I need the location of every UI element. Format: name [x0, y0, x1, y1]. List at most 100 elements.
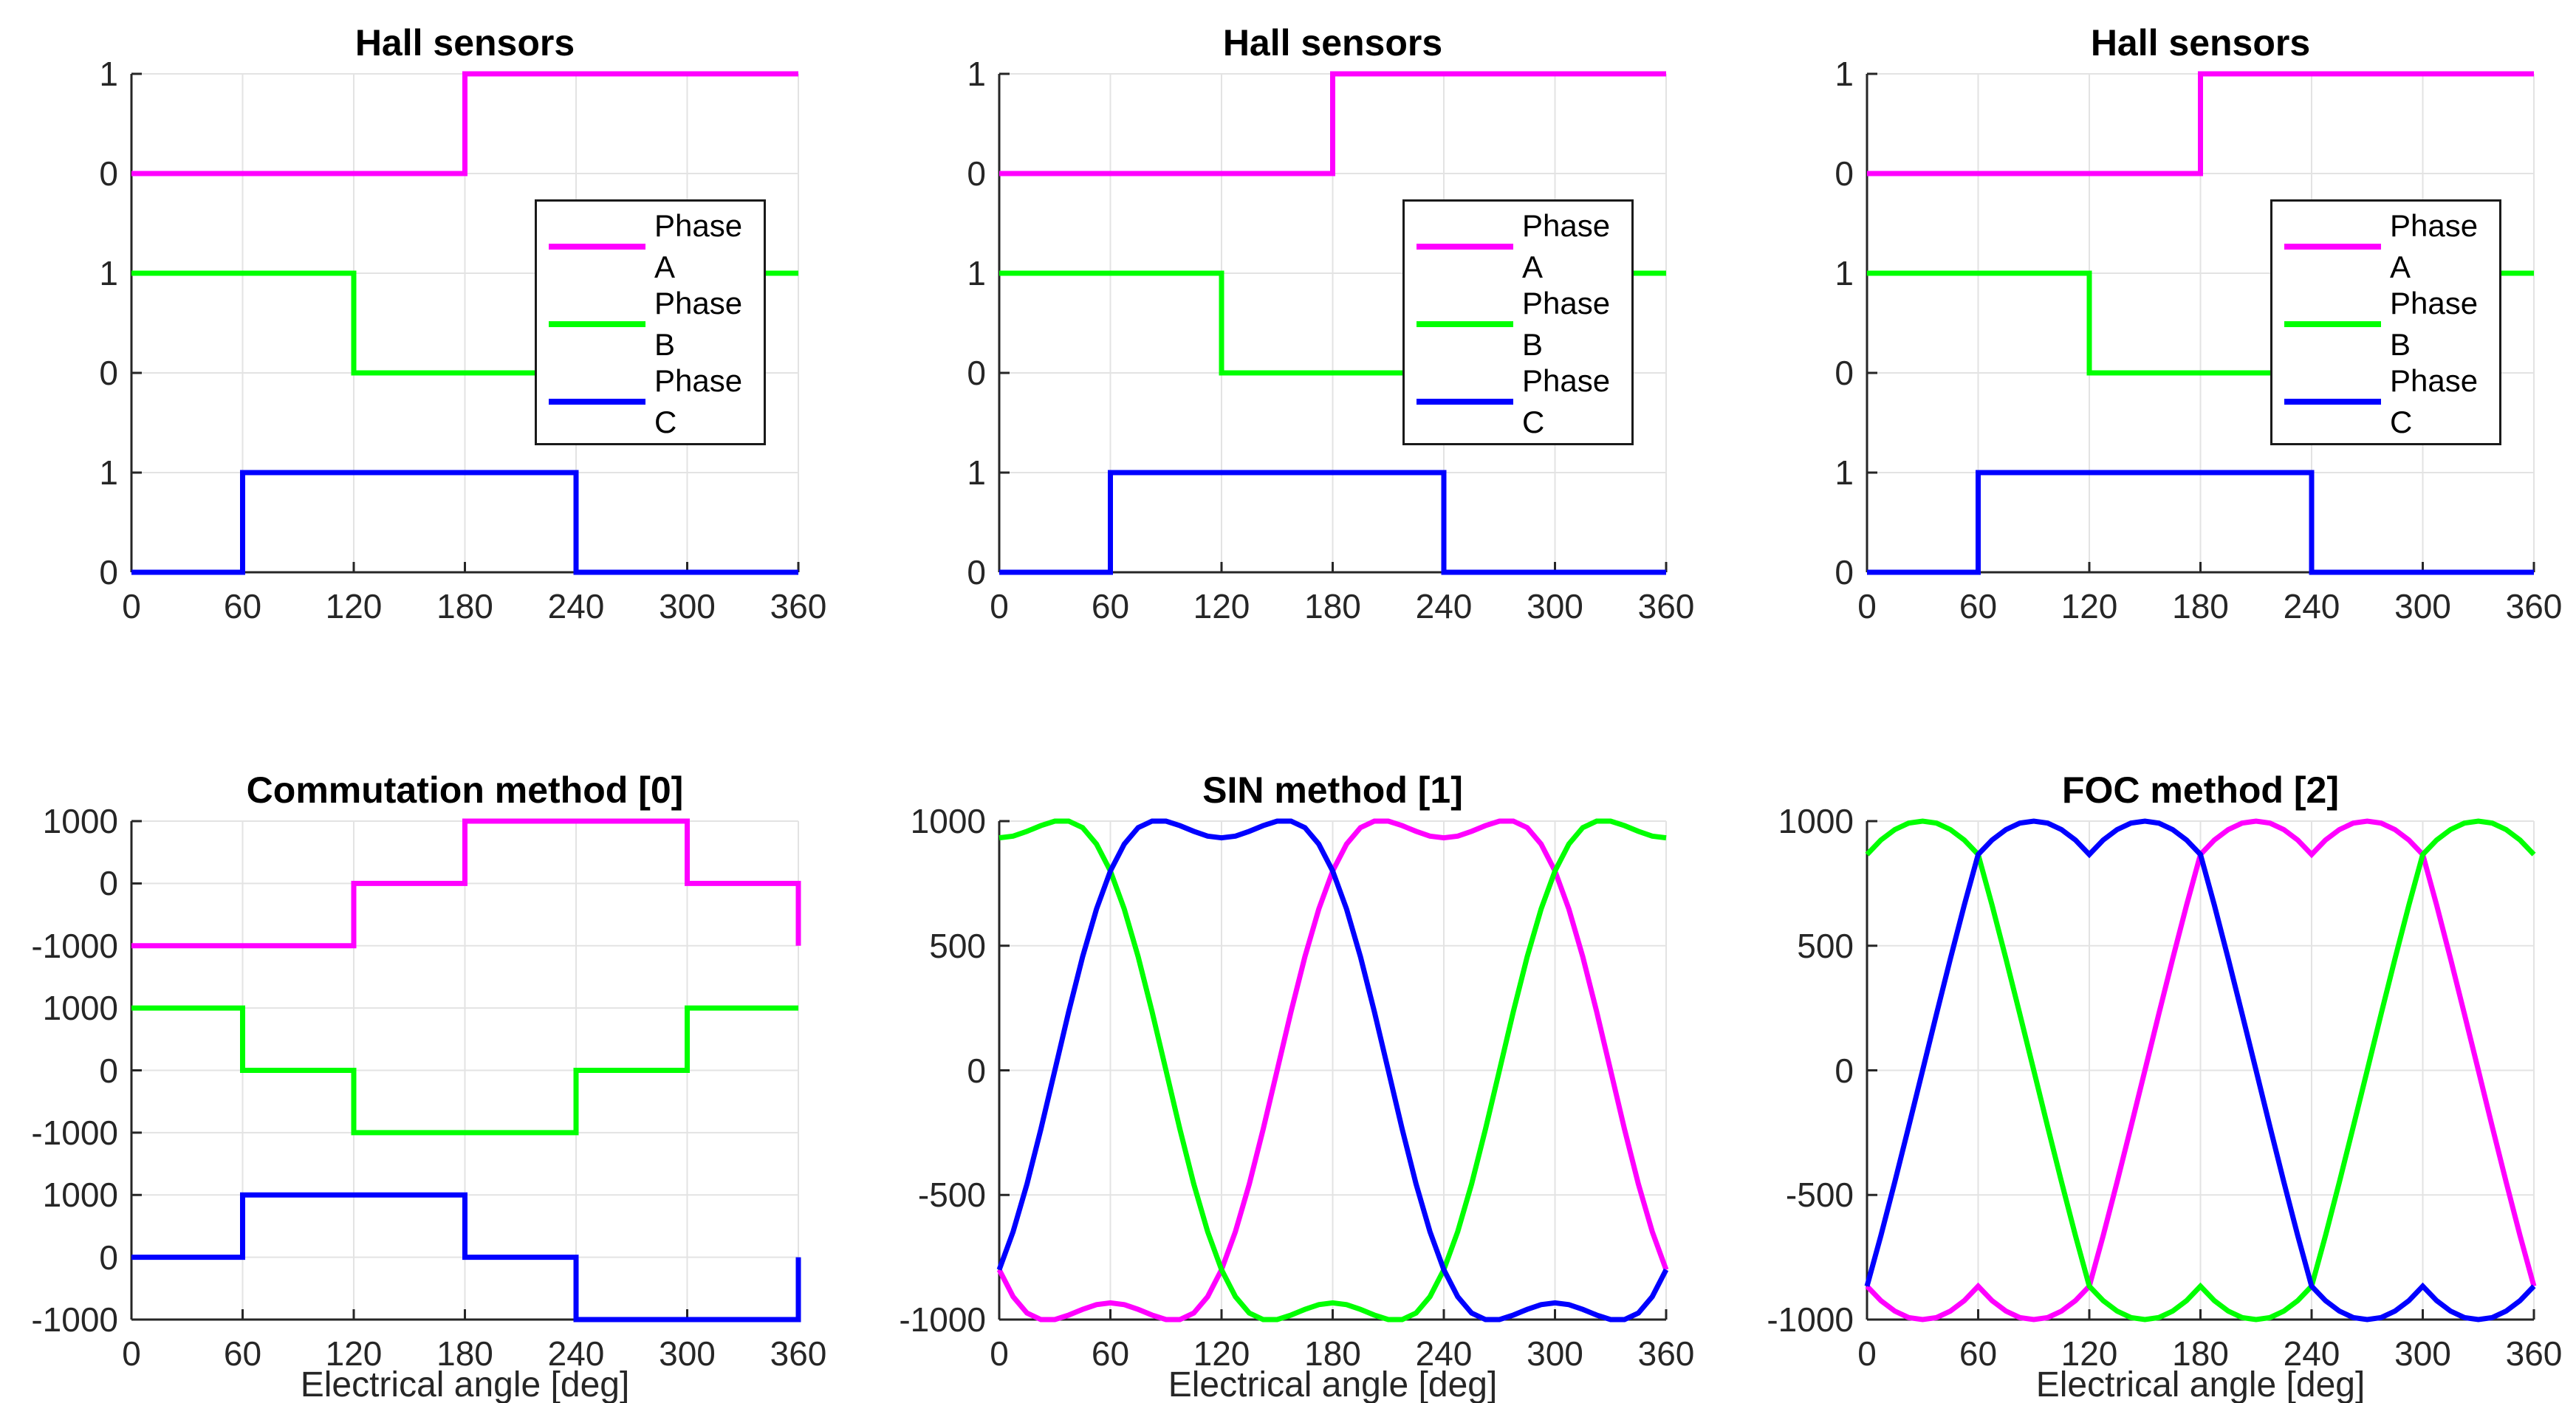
legend-label-phase-a: Phase A: [2390, 208, 2479, 284]
y-tick-label: 0: [99, 1051, 118, 1090]
legend-label-phase-b: Phase B: [2390, 286, 2479, 362]
legend-item-phase-b: Phase B: [2284, 286, 2499, 362]
y-tick-label: 1: [99, 453, 118, 492]
y-tick-label: 0: [1835, 154, 1854, 193]
y-tick-label: 0: [99, 553, 118, 591]
y-tick-label: 0: [967, 354, 986, 392]
x-tick-label: 240: [547, 587, 605, 625]
x-tick-label: 180: [1304, 587, 1361, 625]
y-tick-label: -1000: [31, 1300, 118, 1339]
y-tick-label: 1: [967, 254, 986, 292]
series-phase-a: [996, 818, 1669, 1323]
series-phase-c: [996, 818, 1669, 1323]
legend-label-phase-a: Phase A: [1522, 208, 1611, 284]
legend-label-phase-c: Phase C: [654, 363, 743, 439]
x-tick-label: 300: [2394, 587, 2451, 625]
series-phase-a: [1867, 71, 2534, 176]
axes: [130, 820, 800, 1321]
y-tick-label: 0: [967, 154, 986, 193]
legend-label-phase-a: Phase A: [654, 208, 743, 284]
series-phase-b: [131, 1005, 798, 1136]
axes: [130, 72, 800, 574]
legend-item-phase-c: Phase C: [1417, 363, 1631, 439]
legend-line-swatch-phase-c: [549, 399, 645, 405]
series-phase-a: [1865, 818, 2537, 1323]
plot-title: Hall sensors: [354, 22, 575, 64]
x-tick-label: 240: [547, 1334, 605, 1373]
series-phase-b: [131, 270, 798, 376]
y-tick-label: 1000: [42, 989, 118, 1028]
x-tick-label: 60: [1091, 1334, 1130, 1373]
x-axis-label: Electrical angle [deg]: [2035, 1365, 2366, 1403]
y-tick-label: 1000: [910, 802, 986, 840]
legend: Phase A Phase B Phase C: [535, 199, 766, 445]
legend-line-swatch-phase-a: [549, 244, 645, 250]
legend-label-phase-b: Phase B: [1522, 286, 1611, 362]
plot-title: Commutation method [0]: [246, 769, 684, 811]
axes: [1866, 72, 2535, 574]
x-tick-label: 120: [325, 1334, 383, 1373]
x-tick-label: 120: [2061, 1334, 2118, 1373]
y-tick-label: -1000: [1767, 1300, 1854, 1339]
x-tick-label: 0: [990, 587, 1009, 625]
plot-area-svg: [1866, 71, 2535, 575]
x-tick-label: 0: [122, 1334, 141, 1373]
y-tick-label: 1: [1835, 55, 1854, 93]
series-phase-c: [131, 470, 798, 575]
x-tick-label: 60: [223, 587, 262, 625]
x-axis-label: Electrical angle [deg]: [1168, 1365, 1498, 1403]
legend-item-phase-a: Phase A: [549, 208, 764, 284]
grid-lines: [131, 73, 799, 573]
plot-title: FOC method [2]: [2062, 769, 2339, 811]
grid-lines: [998, 820, 1667, 1320]
series-phase-a: [131, 71, 798, 176]
x-tick-label: 0: [990, 1334, 1009, 1373]
series-phase-c: [1867, 470, 2534, 575]
legend-item-phase-a: Phase A: [2284, 208, 2499, 284]
x-tick-label: 120: [1193, 587, 1250, 625]
series-phase-c: [1864, 818, 2536, 1323]
y-tick-label: 0: [99, 154, 118, 193]
legend-line-swatch-phase-c: [1417, 399, 1513, 405]
y-tick-label: 0: [1835, 354, 1854, 392]
x-tick-label: 180: [2172, 587, 2229, 625]
plot-title: SIN method [1]: [1202, 769, 1463, 811]
x-tick-label: 360: [2505, 1334, 2563, 1373]
x-tick-label: 120: [2061, 587, 2118, 625]
x-tick-label: 360: [2505, 587, 2563, 625]
grid-lines: [131, 820, 799, 1320]
y-tick-label: 0: [1835, 553, 1854, 591]
legend-label-phase-c: Phase C: [2390, 363, 2479, 439]
y-tick-label: -500: [1785, 1176, 1854, 1215]
x-tick-label: 180: [436, 587, 493, 625]
x-tick-label: 60: [1959, 587, 1998, 625]
x-tick-label: 120: [325, 587, 383, 625]
x-tick-label: 180: [2172, 1334, 2229, 1373]
plot-area-svg: [130, 71, 800, 575]
legend-line-swatch-phase-b: [1417, 321, 1513, 327]
y-tick-label: 0: [967, 553, 986, 591]
y-tick-label: 1: [99, 254, 118, 292]
x-tick-label: 180: [436, 1334, 493, 1373]
x-tick-label: 360: [1637, 1334, 1695, 1373]
legend-line-swatch-phase-c: [2284, 399, 2381, 405]
y-tick-label: 0: [1835, 1051, 1854, 1090]
plot-area-svg: [1864, 818, 2537, 1323]
y-tick-label: 0: [967, 1051, 986, 1090]
x-tick-label: 300: [659, 1334, 716, 1373]
y-tick-label: 500: [1797, 926, 1854, 965]
y-tick-label: 500: [929, 926, 986, 965]
x-tick-label: 300: [659, 587, 716, 625]
x-tick-label: 240: [1415, 1334, 1473, 1373]
series-phase-b: [998, 818, 1667, 1323]
x-tick-label: 360: [770, 587, 827, 625]
x-tick-label: 120: [1193, 1334, 1250, 1373]
y-tick-label: -1000: [31, 1113, 118, 1152]
x-tick-label: 60: [1959, 1334, 1998, 1373]
x-tick-label: 300: [2394, 1334, 2451, 1373]
